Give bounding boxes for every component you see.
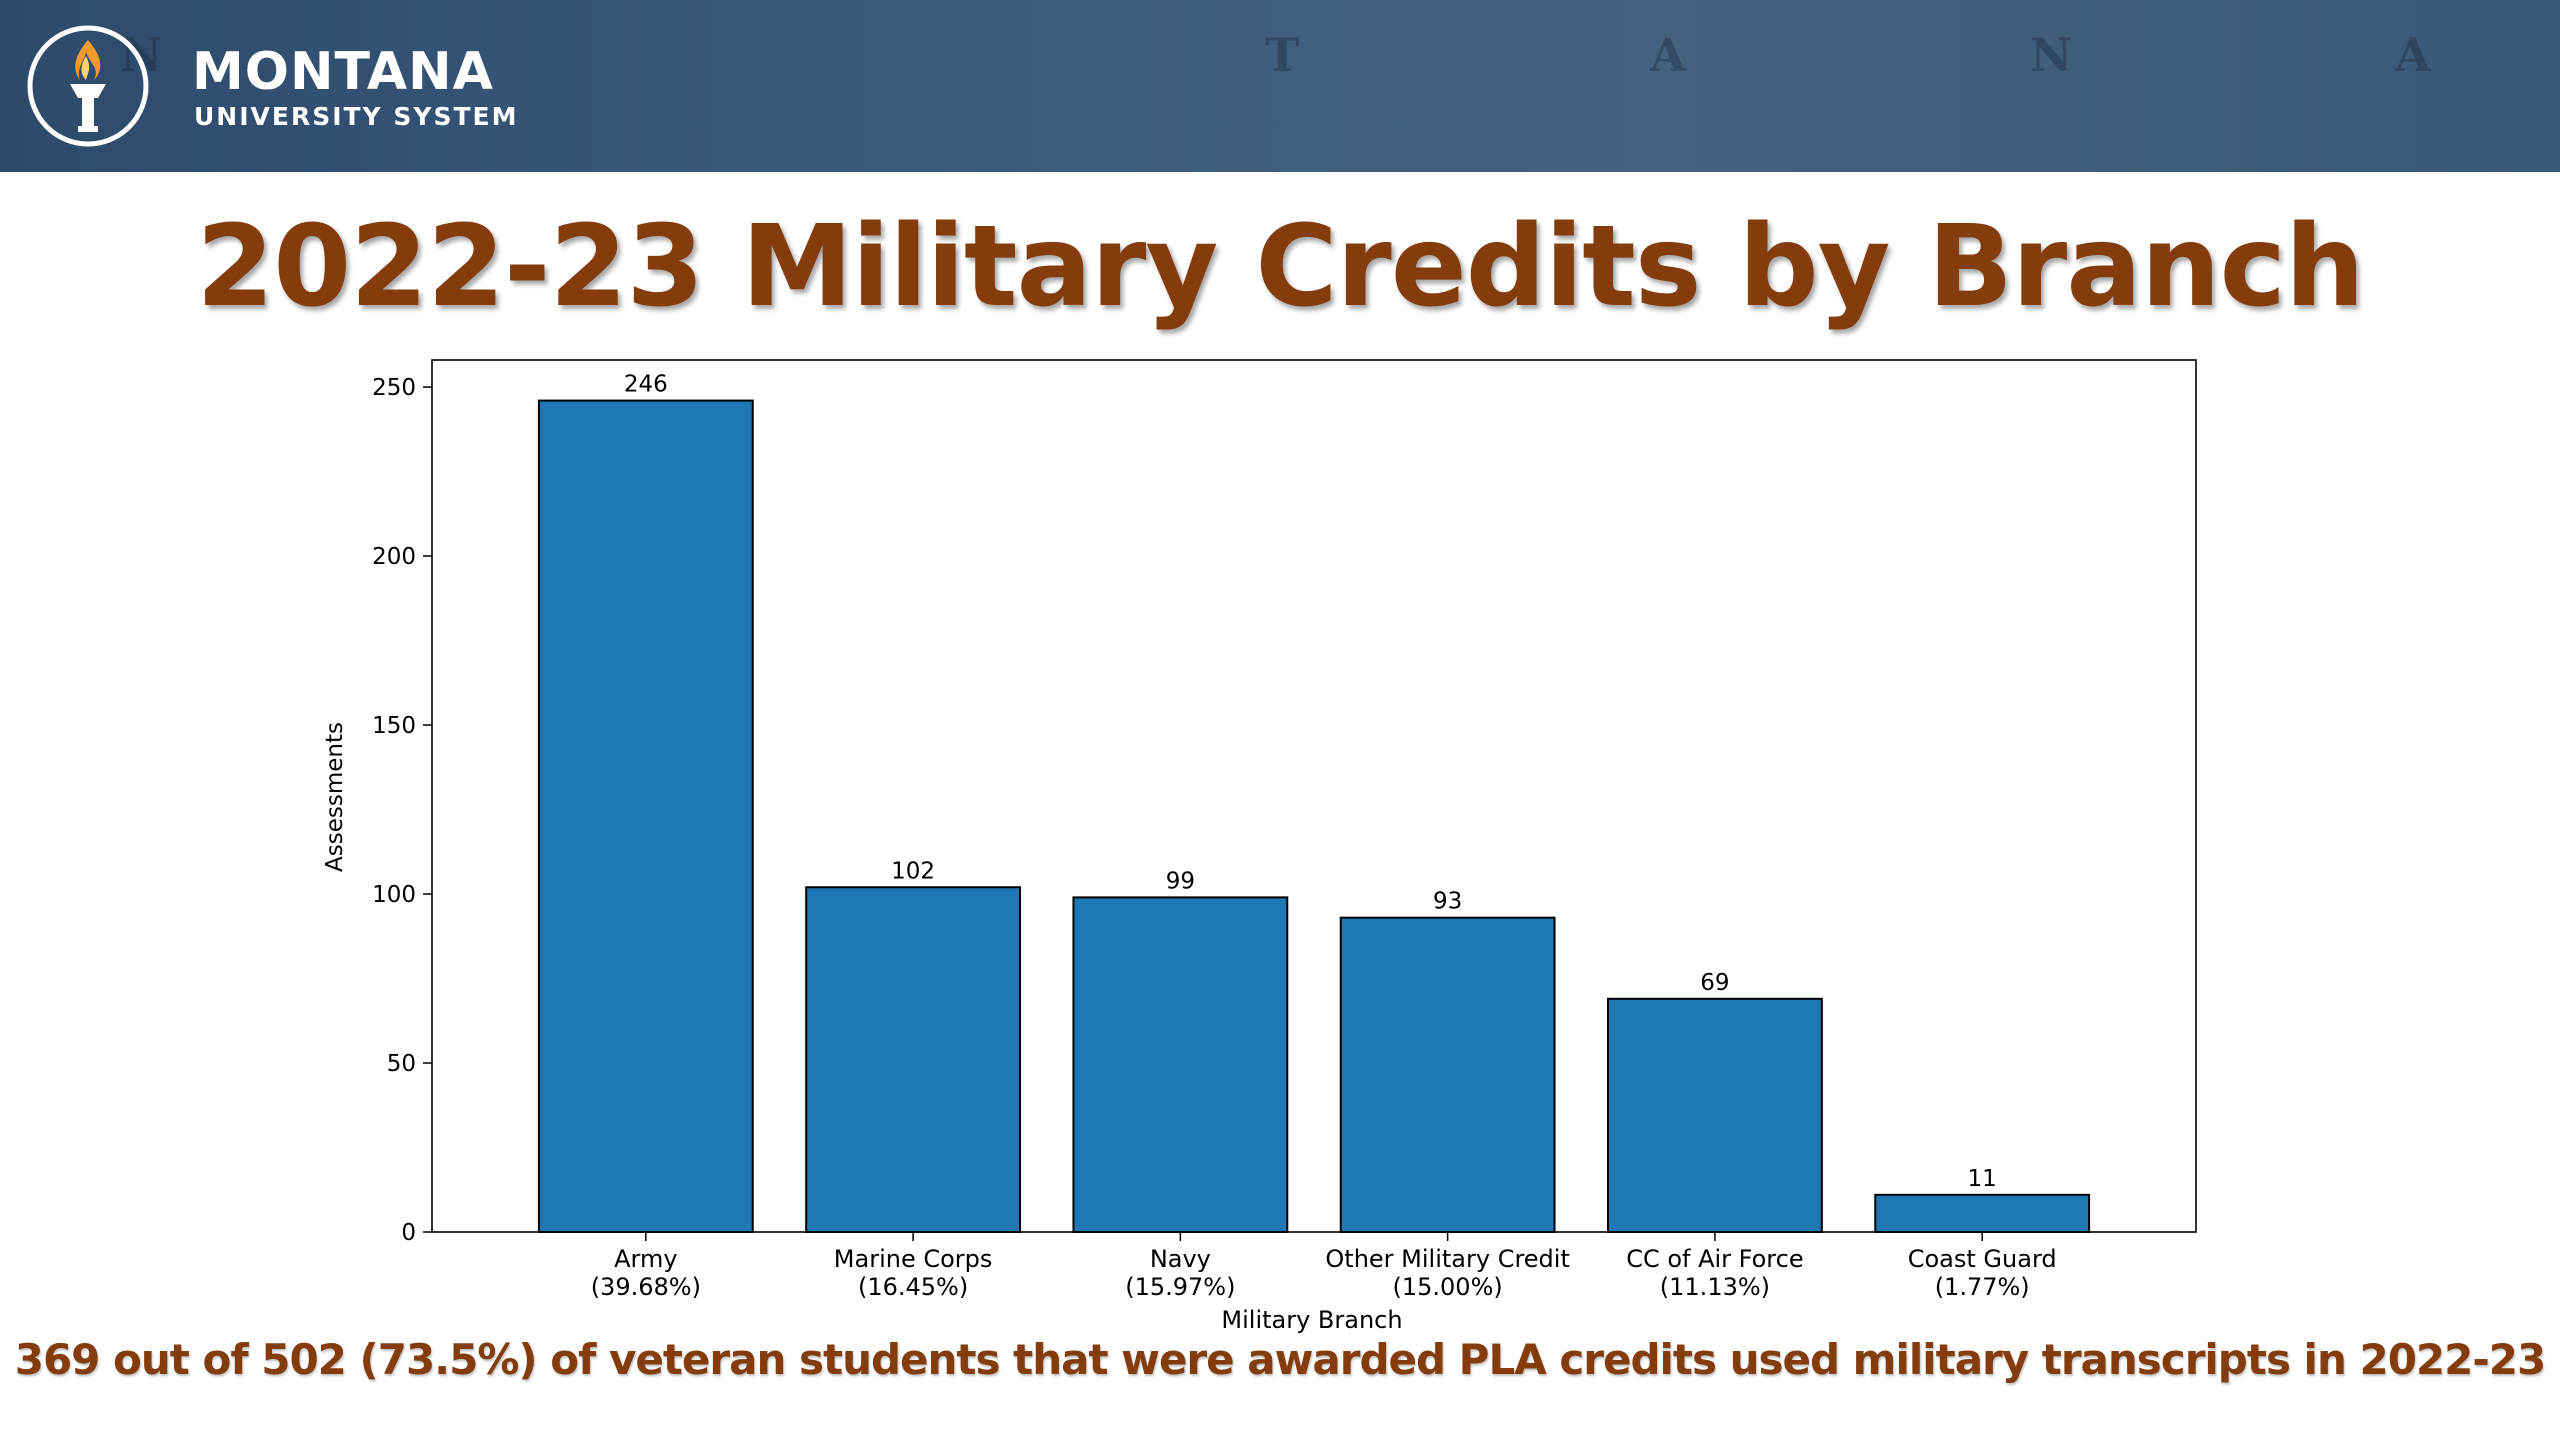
torch-logo-icon (27, 25, 149, 147)
header-banner: N T A N A MONTANA UNIVERSITY SYSTEM (0, 0, 2560, 172)
y-tick-label: 250 (372, 375, 416, 401)
map-letter: N (2030, 28, 2075, 82)
bar (1339, 916, 1556, 1234)
data-label: 93 (1433, 889, 1462, 915)
y-tick-label: 150 (372, 713, 416, 739)
bar (1874, 1193, 2091, 1233)
y-tick-label: 200 (372, 544, 416, 570)
map-letter: N (120, 28, 165, 82)
footer-note: 369 out of 502 (73.5%) of veteran studen… (14, 1335, 2547, 1384)
map-letter: A (1650, 28, 1688, 82)
brand-name: MONTANA (192, 42, 494, 102)
x-tick-label: Army (39.68%) (591, 1245, 701, 1301)
page-title: 2022-23 Military Credits by Branch (196, 202, 2364, 332)
bar (1072, 896, 1289, 1233)
data-label: 11 (1968, 1166, 1997, 1192)
data-label: 246 (624, 372, 668, 398)
data-label: 99 (1166, 868, 1195, 894)
bar (805, 886, 1021, 1233)
x-tick-label: Coast Guard (1.77%) (1908, 1245, 2057, 1301)
map-letter: A (2395, 28, 2433, 82)
x-tick-label: Other Military Credit (15.00%) (1325, 1245, 1569, 1301)
bar (1607, 997, 1823, 1234)
data-label: 69 (1700, 970, 1729, 996)
x-tick-label: Navy (15.97%) (1125, 1245, 1235, 1301)
y-tick-label: 50 (387, 1051, 416, 1077)
data-label: 102 (891, 858, 935, 884)
x-tick-label: CC of Air Force (11.13%) (1626, 1245, 1803, 1301)
bar (537, 399, 754, 1233)
y-tick-label: 100 (372, 882, 416, 908)
x-tick-label: Marine Corps (16.45%) (834, 1245, 993, 1301)
map-letter: T (1265, 28, 1302, 82)
plot-frame (431, 359, 2197, 1233)
y-axis-label: Assessments (322, 722, 348, 872)
x-axis-label: Military Branch (1221, 1306, 1402, 1334)
y-tick-label: 0 (401, 1220, 416, 1246)
brand-subtitle: UNIVERSITY SYSTEM (194, 102, 519, 131)
